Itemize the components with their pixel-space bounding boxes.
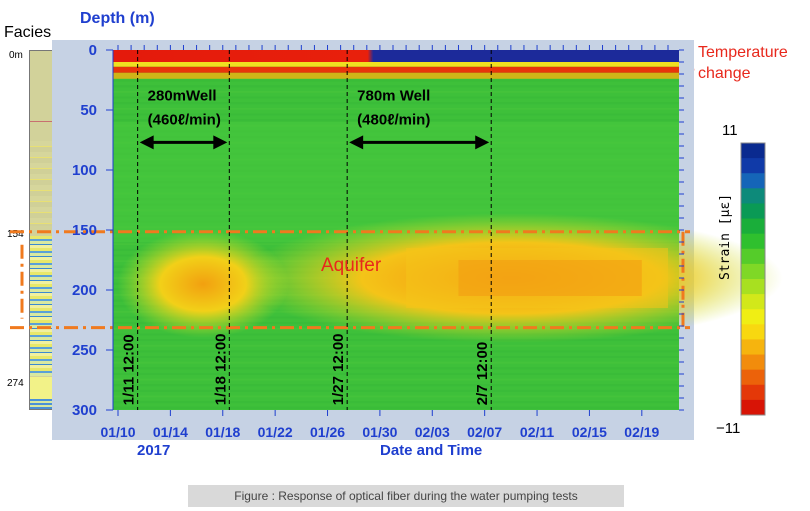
- heatmap-band: [113, 389, 679, 392]
- depth-axis-title: Depth (m): [80, 10, 155, 27]
- colorbar-swatch: [741, 369, 765, 386]
- x-tick-label: 02/19: [624, 424, 659, 440]
- pumping-arrow-head-right: [475, 135, 490, 150]
- x-tick-label: 01/14: [153, 424, 188, 440]
- colorbar-swatch: [741, 279, 765, 295]
- colorbar-swatch: [741, 218, 765, 235]
- colorbar-swatch: [741, 399, 765, 416]
- heatmap-band: [113, 356, 679, 358]
- colorbar-swatch: [741, 294, 765, 310]
- y-axis: 0 50 100 150 200 250 300: [72, 42, 684, 419]
- heatmap-band: [113, 90, 679, 93]
- heatmap-band: [113, 85, 679, 88]
- facies-title: Facies: [4, 24, 52, 41]
- event-time-label: 1/18 12:00: [212, 333, 229, 405]
- heatmap-band: [113, 339, 679, 342]
- colorbar-frame: [740, 142, 766, 416]
- pumping-rate-label: (460ℓ/min): [148, 111, 221, 128]
- x-tick-label: 02/15: [572, 424, 607, 440]
- event-time-label: 1/11 12:00: [121, 334, 138, 405]
- colorbar: [740, 142, 766, 416]
- y-tick-label: 300: [72, 402, 97, 419]
- heatmap-band: [113, 119, 679, 122]
- x-tick-label: 02/07: [467, 424, 502, 440]
- pumping-rate-label: (480ℓ/min): [357, 111, 430, 128]
- heatmap-band: [113, 395, 679, 398]
- pumping-arrow-head-right: [213, 135, 228, 150]
- colorbar-label: Strain [με]: [718, 193, 733, 280]
- temperature-label-line2: change: [698, 65, 751, 82]
- heatmap-band: [113, 107, 679, 110]
- y-tick-label: 250: [72, 342, 97, 359]
- colorbar-swatch: [741, 263, 765, 280]
- x-tick-label: 01/10: [100, 424, 135, 440]
- aquifer-response-core: [458, 260, 642, 296]
- colorbar-swatch: [741, 384, 765, 401]
- colorbar-min: −11: [716, 420, 741, 437]
- strain-heatmap-chart: 1/11 12:00 1/18 12:00 1/27 12:00 2/7 12:00 …: [10, 40, 783, 459]
- colorbar-swatch: [741, 188, 765, 204]
- temperature-layer-mid: [113, 62, 679, 67]
- heatmap-band: [113, 378, 679, 381]
- aquifer-response-well-280: [117, 230, 289, 338]
- temperature-label-line1: Temperature: [698, 44, 788, 61]
- x-axis: 01/10 01/14 01/18 01/22 01/26 01/30 02/03 02/07…: [100, 45, 669, 440]
- y-tick-label: 200: [72, 282, 97, 299]
- heatmap-band: [113, 367, 679, 370]
- pumping-arrows: 280mWell (460ℓ/min) 780m Well (480ℓ/min): [139, 87, 490, 150]
- heatmap-band: [113, 113, 679, 116]
- colorbar-swatch: [741, 309, 765, 325]
- event-lines: 1/11 12:00 1/18 12:00 1/27 12:00 2/7 12:00: [121, 50, 492, 410]
- heatmap-band: [113, 406, 679, 409]
- x-tick-label: 01/30: [362, 424, 397, 440]
- heatmap-band: [113, 96, 679, 99]
- temperature-change-label: Temperature change: [698, 42, 788, 84]
- x-axis-title: Date and Time: [380, 442, 482, 459]
- pumping-arrow-head-left: [139, 135, 154, 150]
- temperature-layer-fade: [113, 72, 679, 79]
- temperature-layer-top: [113, 50, 679, 62]
- colorbar-swatch: [741, 354, 765, 371]
- year-label: 2017: [137, 442, 170, 459]
- colorbar-swatch: [741, 248, 765, 265]
- aquifer-label: Aquifer: [321, 255, 382, 276]
- colorbar-swatch: [741, 173, 765, 189]
- y-tick-label: 50: [80, 102, 97, 119]
- x-tick-label: 01/18: [205, 424, 240, 440]
- figure-caption: Figure : Response of optical fiber durin…: [188, 485, 624, 507]
- temperature-layer-low: [113, 66, 679, 73]
- event-time-label: 1/27 12:00: [330, 333, 347, 405]
- heatmap-band: [113, 350, 679, 353]
- facies-depth-274: 274: [7, 378, 24, 389]
- colorbar-max: 11: [722, 122, 738, 139]
- colorbar-swatch: [741, 233, 765, 250]
- y-tick-label: 150: [72, 222, 97, 239]
- x-tick-label: 01/26: [310, 424, 345, 440]
- pumping-well-label: 280mWell: [148, 87, 217, 104]
- heatmap-band: [113, 361, 679, 364]
- heatmap-band: [113, 344, 679, 347]
- x-tick-label: 02/11: [520, 424, 554, 440]
- colorbar-swatch: [741, 143, 765, 159]
- event-time-label: 2/7 12:00: [474, 342, 491, 405]
- colorbar-swatch: [741, 339, 765, 356]
- heatmap-band: [113, 384, 679, 387]
- x-tick-label: 02/03: [415, 424, 450, 440]
- pumping-arrow-head-left: [349, 135, 364, 150]
- colorbar-swatch: [741, 158, 765, 174]
- x-tick-label: 01/22: [258, 424, 293, 440]
- y-tick-label: 0: [89, 42, 97, 59]
- pumping-well-label: 780m Well: [357, 87, 430, 104]
- heatmap-band: [113, 401, 679, 404]
- facies-depth-154: 154: [7, 229, 24, 240]
- y-tick-label: 100: [72, 162, 97, 179]
- colorbar-swatch: [741, 203, 765, 220]
- heatmap-band: [113, 102, 679, 105]
- facies-depth-0m: 0m: [9, 50, 23, 61]
- heatmap-band: [113, 372, 679, 375]
- heatmap-band: [113, 79, 679, 82]
- colorbar-swatch: [741, 324, 765, 340]
